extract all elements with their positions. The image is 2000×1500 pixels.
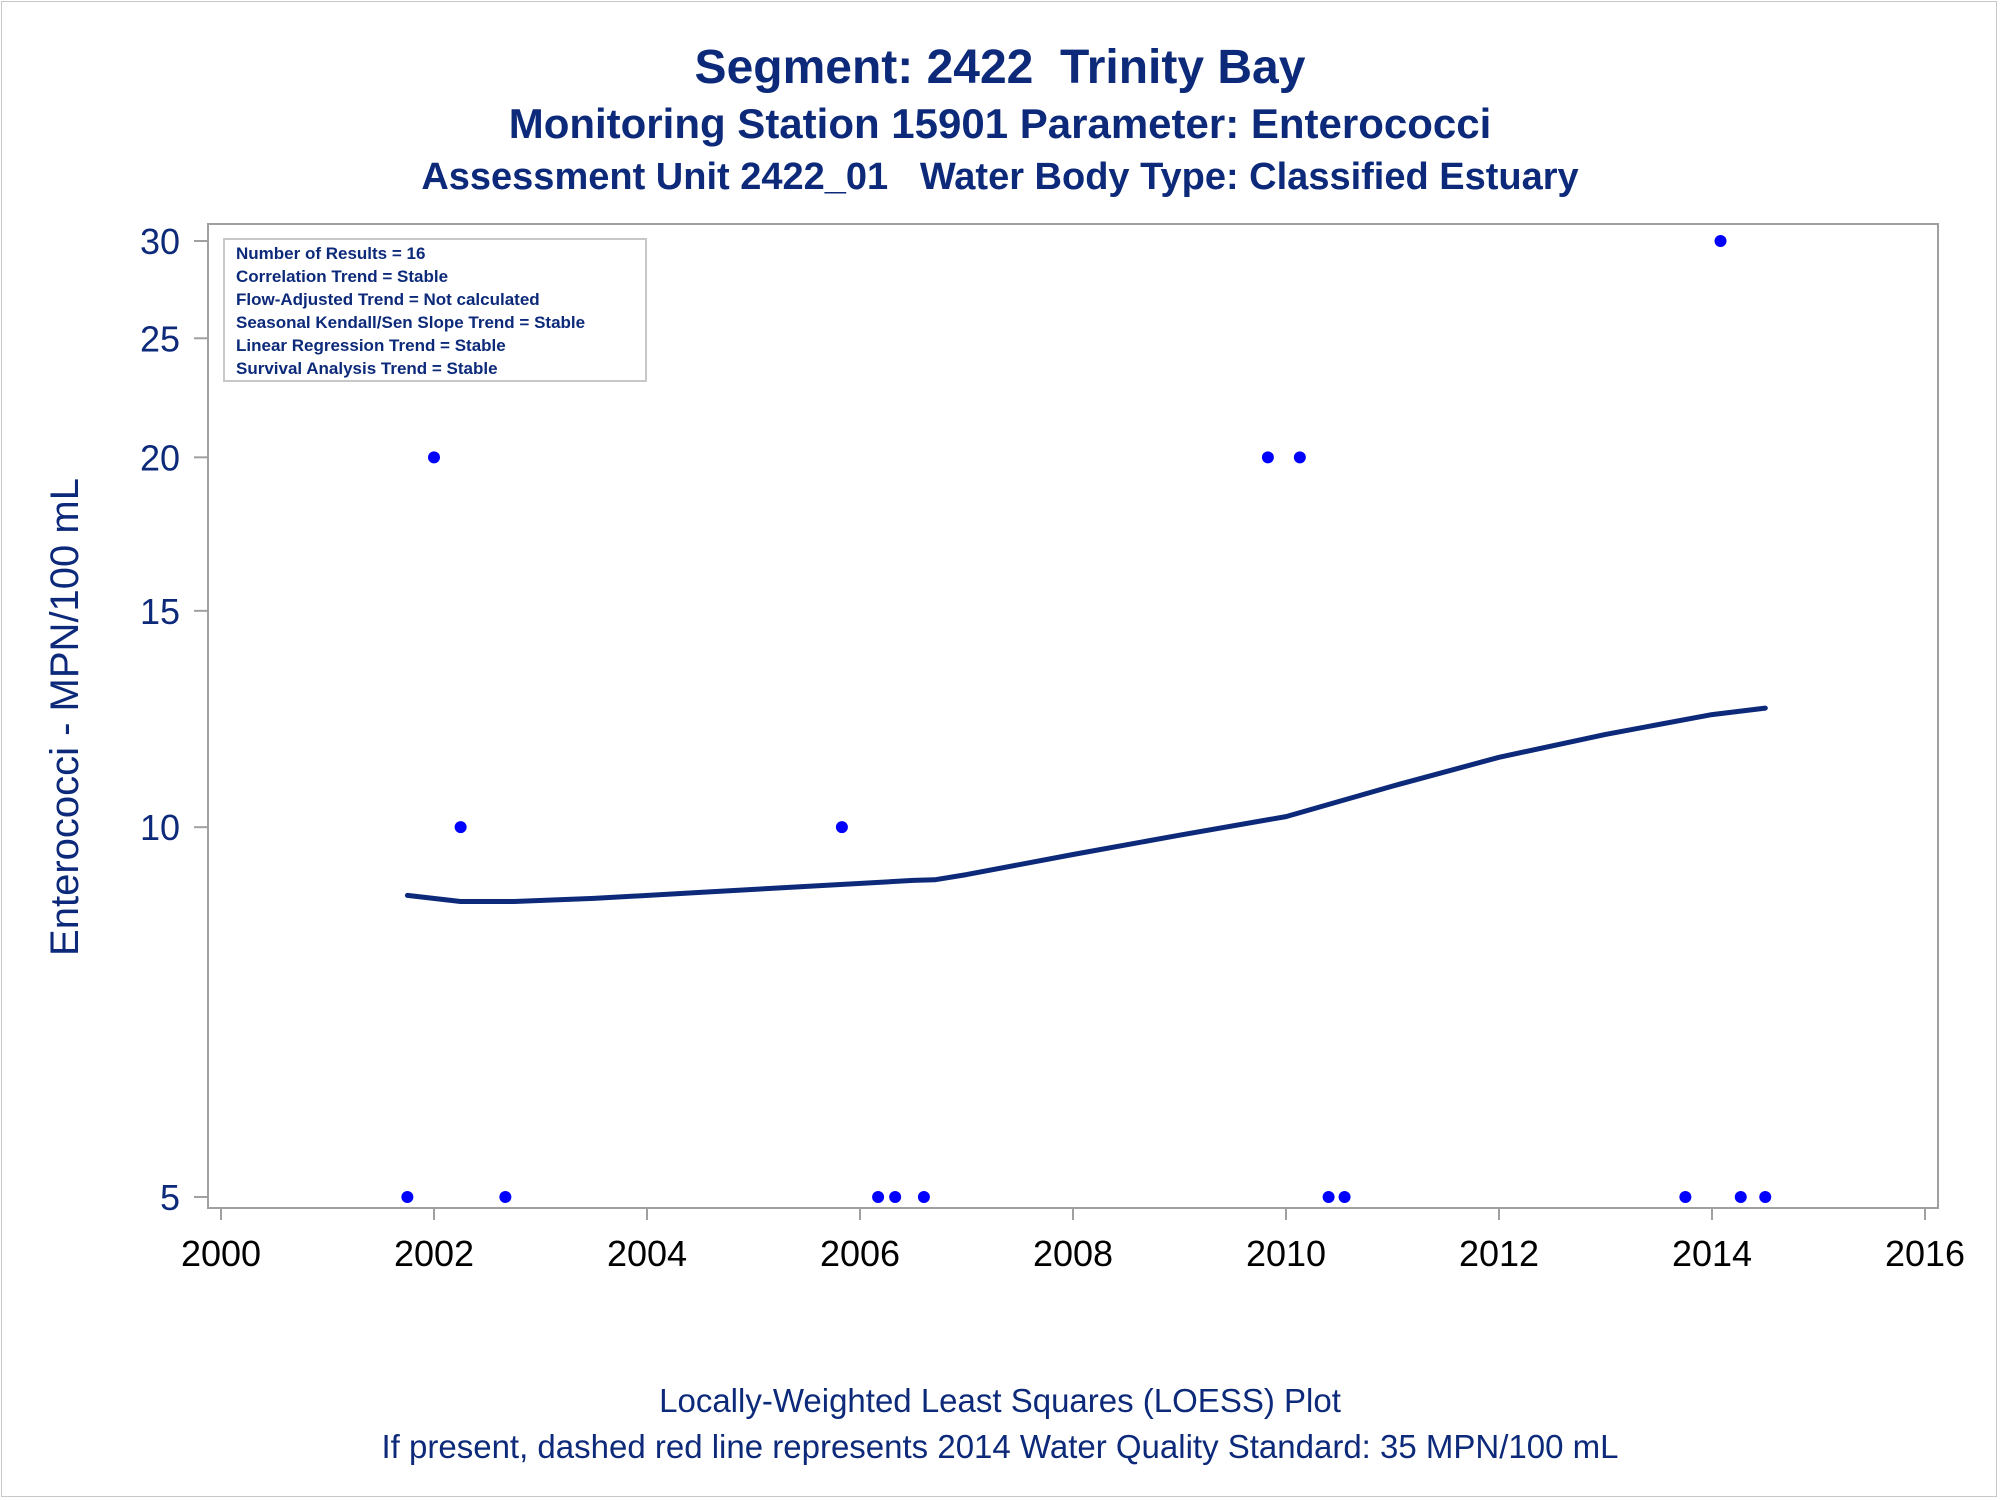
stat-survival-analysis: Survival Analysis Trend = Stable xyxy=(236,359,498,378)
data-point xyxy=(1261,451,1274,464)
x-tick-label: 2006 xyxy=(820,1233,900,1274)
stat-correlation: Correlation Trend = Stable xyxy=(236,267,448,286)
stat-results: Number of Results = 16 xyxy=(236,244,425,263)
x-tick-label: 2000 xyxy=(181,1233,261,1274)
x-tick-label: 2012 xyxy=(1459,1233,1539,1274)
data-point xyxy=(835,821,848,834)
y-tick-label: 25 xyxy=(140,318,180,359)
y-axis-label: Enterococci - MPN/100 mL xyxy=(43,478,87,956)
chart-subtitle: Monitoring Station 15901 Parameter: Ente… xyxy=(508,100,1492,147)
data-point xyxy=(1338,1191,1351,1203)
data-point xyxy=(917,1191,930,1203)
y-tick-label: 15 xyxy=(140,591,180,632)
data-point xyxy=(454,821,467,834)
x-tick-label: 2014 xyxy=(1672,1233,1752,1274)
x-tick-label: 2002 xyxy=(394,1233,474,1274)
loess-line xyxy=(404,705,1768,904)
x-tick-label: 2016 xyxy=(1885,1233,1965,1274)
x-tick-label: 2004 xyxy=(607,1233,687,1274)
data-point xyxy=(401,1191,414,1203)
data-point xyxy=(1734,1191,1747,1203)
footnote-1: Locally-Weighted Least Squares (LOESS) P… xyxy=(659,1382,1341,1419)
data-point xyxy=(872,1191,885,1203)
stat-flow-adjusted: Flow-Adjusted Trend = Not calculated xyxy=(236,290,540,309)
stats-box xyxy=(223,238,647,382)
chart-title: Segment: 2422 Trinity Bay xyxy=(694,41,1306,94)
data-point xyxy=(1759,1191,1772,1203)
data-point xyxy=(428,451,440,464)
stat-seasonal-kendall: Seasonal Kendall/Sen Slope Trend = Stabl… xyxy=(236,313,585,332)
y-tick-label: 10 xyxy=(140,807,180,848)
data-point xyxy=(1714,235,1727,247)
data-point xyxy=(1293,451,1306,464)
data-point xyxy=(499,1191,512,1203)
y-tick-label: 30 xyxy=(140,221,180,262)
data-point xyxy=(1679,1191,1692,1203)
y-tick-label: 20 xyxy=(140,437,180,478)
stat-linear-regression: Linear Regression Trend = Stable xyxy=(236,336,506,355)
data-point xyxy=(1322,1191,1335,1203)
footnote-2: If present, dashed red line represents 2… xyxy=(381,1428,1619,1465)
x-tick-label: 2010 xyxy=(1246,1233,1326,1274)
x-tick-label: 2008 xyxy=(1033,1233,1113,1274)
data-point xyxy=(889,1191,902,1203)
chart-subtitle-2: Assessment Unit 2422_01 Water Body Type:… xyxy=(421,156,1579,198)
y-tick-label: 5 xyxy=(160,1177,180,1218)
